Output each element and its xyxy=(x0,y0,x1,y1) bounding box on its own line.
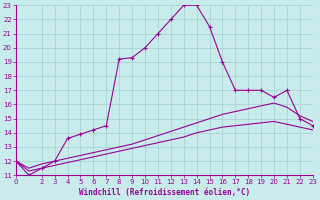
X-axis label: Windchill (Refroidissement éolien,°C): Windchill (Refroidissement éolien,°C) xyxy=(79,188,250,197)
